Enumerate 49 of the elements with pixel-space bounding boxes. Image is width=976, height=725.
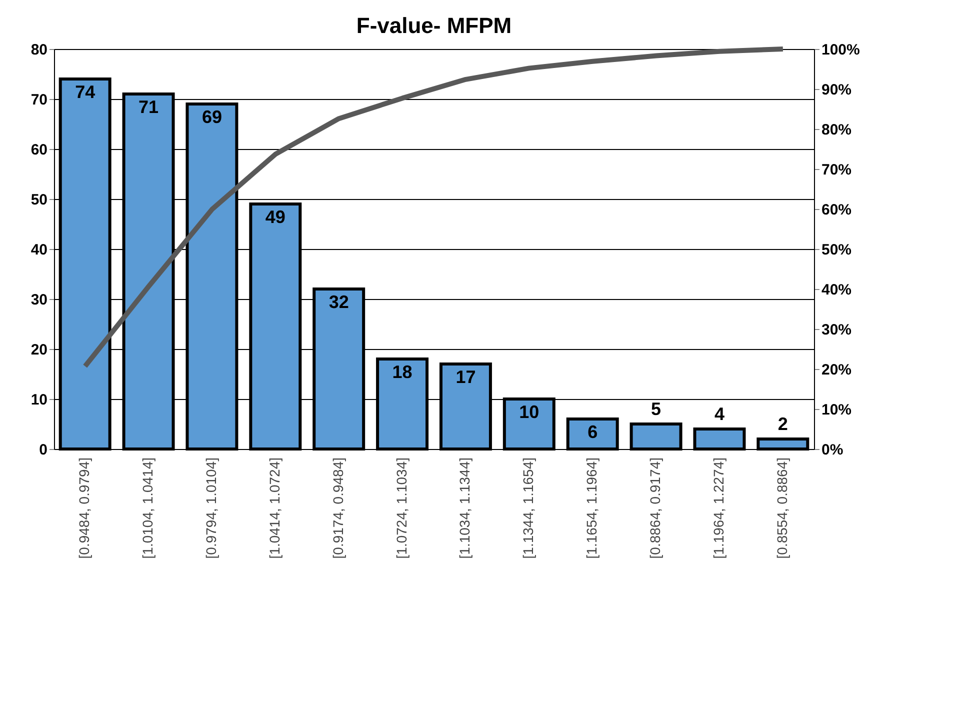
x-tick-label: [1.0414, 1.0724] bbox=[266, 458, 282, 559]
x-tick-label: [0.8864, 0.9174] bbox=[647, 458, 664, 559]
data-label: 49 bbox=[265, 207, 286, 227]
data-label: 4 bbox=[714, 404, 724, 424]
y-tick-label: 70 bbox=[30, 92, 48, 108]
bar bbox=[630, 422, 682, 450]
x-tick-label: [0.9174, 0.9484] bbox=[330, 458, 346, 559]
x-tick-label: [1.1034, 1.1344] bbox=[456, 458, 473, 559]
y-tick-label: 10 bbox=[30, 392, 48, 408]
y-tick-label: 60 bbox=[30, 142, 48, 158]
bar bbox=[693, 428, 746, 450]
y-tick-label: 30 bbox=[30, 292, 48, 308]
x-tick-label: [1.0104, 1.0414] bbox=[140, 458, 156, 559]
y-tick-label: 80 bbox=[30, 42, 48, 58]
data-label: 6 bbox=[588, 422, 598, 442]
x-tick-label: [1.1654, 1.1964] bbox=[584, 458, 600, 559]
data-label: 2 bbox=[778, 414, 788, 434]
bar bbox=[566, 418, 619, 450]
x-tick-label: [1.1344, 1.1654] bbox=[520, 458, 536, 559]
y-tick-label: 0 bbox=[39, 442, 48, 458]
y2-tick-label: 30% bbox=[822, 322, 852, 338]
bar bbox=[756, 438, 810, 450]
x-tick-label: [1.1964, 1.2274] bbox=[710, 458, 726, 559]
y2-tick-label: 60% bbox=[822, 202, 852, 218]
y-tick-label: 50 bbox=[30, 192, 48, 208]
data-label: 74 bbox=[75, 82, 96, 102]
data-label: 17 bbox=[456, 367, 476, 387]
y2-tick-label: 50% bbox=[822, 242, 852, 258]
y2-tick-label: 0% bbox=[822, 442, 844, 458]
x-tick-label: [0.9794, 1.0104] bbox=[202, 458, 219, 559]
y-tick-label: 20 bbox=[30, 342, 48, 358]
y2-tick-label: 20% bbox=[822, 362, 852, 378]
y2-tick-label: 40% bbox=[822, 282, 852, 298]
data-label: 18 bbox=[392, 362, 412, 382]
data-label: 10 bbox=[519, 402, 540, 422]
y2-tick-label: 70% bbox=[822, 162, 852, 178]
data-label: 5 bbox=[651, 399, 662, 419]
data-label: 69 bbox=[202, 107, 222, 127]
chart-title: F-value- MFPM bbox=[356, 13, 512, 38]
y2-tick-label: 90% bbox=[822, 82, 852, 98]
y2-tick-label: 80% bbox=[822, 122, 852, 138]
x-tick-label: [1.0724, 1.1034] bbox=[393, 458, 410, 559]
y2-tick-label: 100% bbox=[822, 42, 860, 58]
y2-tick-label: 10% bbox=[822, 402, 852, 418]
x-tick-label: [0.9484, 0.9794] bbox=[76, 458, 92, 559]
y-tick-label: 40 bbox=[30, 242, 48, 258]
data-label: 71 bbox=[138, 97, 159, 117]
x-tick-label: [0.8554, 0.8864] bbox=[774, 458, 790, 559]
data-label: 32 bbox=[328, 292, 349, 312]
